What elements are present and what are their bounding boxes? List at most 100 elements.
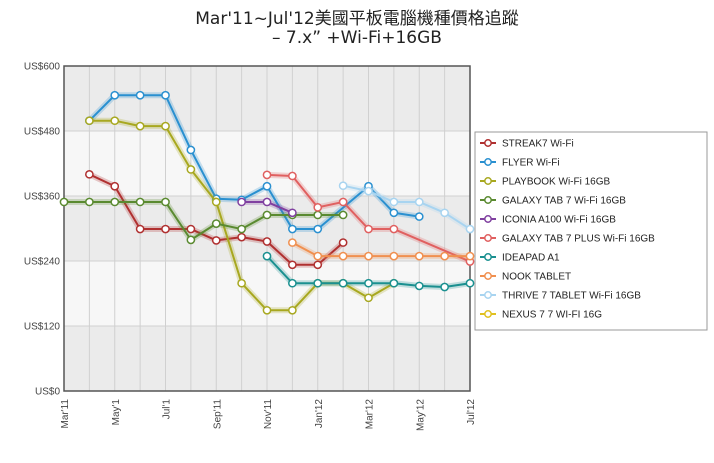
data-point <box>262 305 272 315</box>
data-point <box>414 281 424 291</box>
legend-label: STREAK7 Wi-Fi <box>502 139 574 150</box>
data-point <box>364 186 373 196</box>
y-tick-label: US$240 <box>24 257 61 268</box>
data-point <box>364 251 373 261</box>
legend-label: NOOK TABLET <box>502 272 571 283</box>
legend-label: IDEAPAD A1 <box>502 253 560 264</box>
data-point <box>262 251 272 261</box>
data-point <box>110 197 120 207</box>
y-tick-label: US$0 <box>35 387 60 398</box>
data-point <box>313 251 323 261</box>
data-point <box>364 278 373 288</box>
data-point <box>288 260 297 270</box>
data-point <box>389 251 399 261</box>
data-point <box>364 293 373 303</box>
data-point <box>211 197 221 207</box>
legend-swatch-marker <box>484 139 492 147</box>
legend-swatch-marker <box>484 234 492 242</box>
data-point <box>313 224 323 234</box>
data-point <box>211 219 221 228</box>
data-point <box>262 170 272 180</box>
legend-swatch-marker <box>484 196 492 204</box>
data-point <box>85 169 94 179</box>
legend-swatch-marker <box>484 158 492 166</box>
y-axis: US$0 US$120 US$240 US$360 US$480 US$600 <box>24 62 61 398</box>
data-point <box>262 181 272 191</box>
legend-box <box>474 131 708 331</box>
data-point <box>161 90 170 100</box>
data-point <box>313 203 323 212</box>
legend-label: GALAXY TAB 7 PLUS Wi-Fi 16GB <box>502 234 655 245</box>
data-point <box>313 278 323 288</box>
series-8 <box>338 181 475 234</box>
legend-label: GALAXY TAB 7 Wi-Fi 16GB <box>502 196 626 207</box>
x-tick-label: Jul'12 <box>466 399 477 425</box>
data-point <box>288 171 297 181</box>
legend-swatch-marker <box>484 215 492 223</box>
legend-label: ICONIA A100 Wi-Fi 16GB <box>502 215 616 226</box>
legend-swatch-marker <box>484 272 492 280</box>
data-point <box>465 224 475 234</box>
data-point <box>110 116 120 126</box>
legend-swatch-marker <box>484 177 492 185</box>
legend-label: FLYER Wi-Fi <box>502 158 560 169</box>
legend-swatch-marker <box>484 253 492 261</box>
data-point <box>186 235 196 245</box>
data-point <box>389 224 399 234</box>
data-point <box>161 224 170 234</box>
data-point <box>135 121 145 131</box>
data-point <box>59 197 69 207</box>
x-tick-label: May'12 <box>415 399 426 431</box>
x-tick-label: Mar'12 <box>365 399 376 430</box>
data-point <box>389 208 399 218</box>
data-point <box>237 278 246 288</box>
series-5 <box>262 170 475 266</box>
data-point <box>262 237 272 246</box>
data-point <box>186 165 196 174</box>
data-point <box>440 251 449 261</box>
data-point <box>161 197 170 207</box>
data-point <box>262 210 272 220</box>
y-tick-label: US$600 <box>24 62 61 73</box>
chart-title-line-2: – 7.x” +Wi-Fi+16GB <box>272 28 442 48</box>
data-point <box>338 238 348 247</box>
data-point <box>262 197 272 207</box>
x-tick-label: Jan'12 <box>314 399 325 429</box>
legend-swatch-marker <box>484 291 492 299</box>
data-point <box>135 197 145 207</box>
series-3 <box>59 197 348 245</box>
data-point <box>186 224 196 234</box>
plot-area <box>63 65 471 392</box>
data-point <box>389 278 399 288</box>
data-point <box>465 278 475 288</box>
legend-label: THRIVE 7 TABLET Wi-Fi 16GB <box>502 291 641 302</box>
data-point <box>313 210 323 220</box>
data-point <box>440 208 449 218</box>
x-tick-label: May'1 <box>111 399 122 426</box>
data-point <box>465 251 475 261</box>
series-7 <box>288 238 475 261</box>
chart-title-line-1: Mar'11~Jul'12美國平板電腦機種價格追蹤 <box>195 9 518 29</box>
legend: STREAK7 Wi-Fi FLYER Wi-Fi PLAYBOOK Wi-Fi 1… <box>474 131 708 331</box>
data-point <box>389 197 399 207</box>
data-point <box>338 197 348 207</box>
series-0 <box>85 169 348 270</box>
data-point <box>186 145 196 155</box>
series-4 <box>237 197 297 218</box>
data-point <box>414 197 424 207</box>
data-point <box>288 305 297 315</box>
data-point <box>110 181 120 191</box>
data-point <box>135 224 145 234</box>
data-point <box>414 251 424 261</box>
x-tick-label: Sep'11 <box>212 399 223 430</box>
x-tick-label: Nov'11 <box>263 399 274 430</box>
data-point <box>338 181 348 191</box>
legend-swatch-marker <box>484 310 492 318</box>
legend-label: PLAYBOOK Wi-Fi 16GB <box>502 177 611 188</box>
series-6 <box>262 251 475 292</box>
data-point <box>313 260 323 270</box>
data-point <box>414 212 424 221</box>
data-point <box>161 121 170 131</box>
x-tick-label: Mar'11 <box>60 399 71 429</box>
